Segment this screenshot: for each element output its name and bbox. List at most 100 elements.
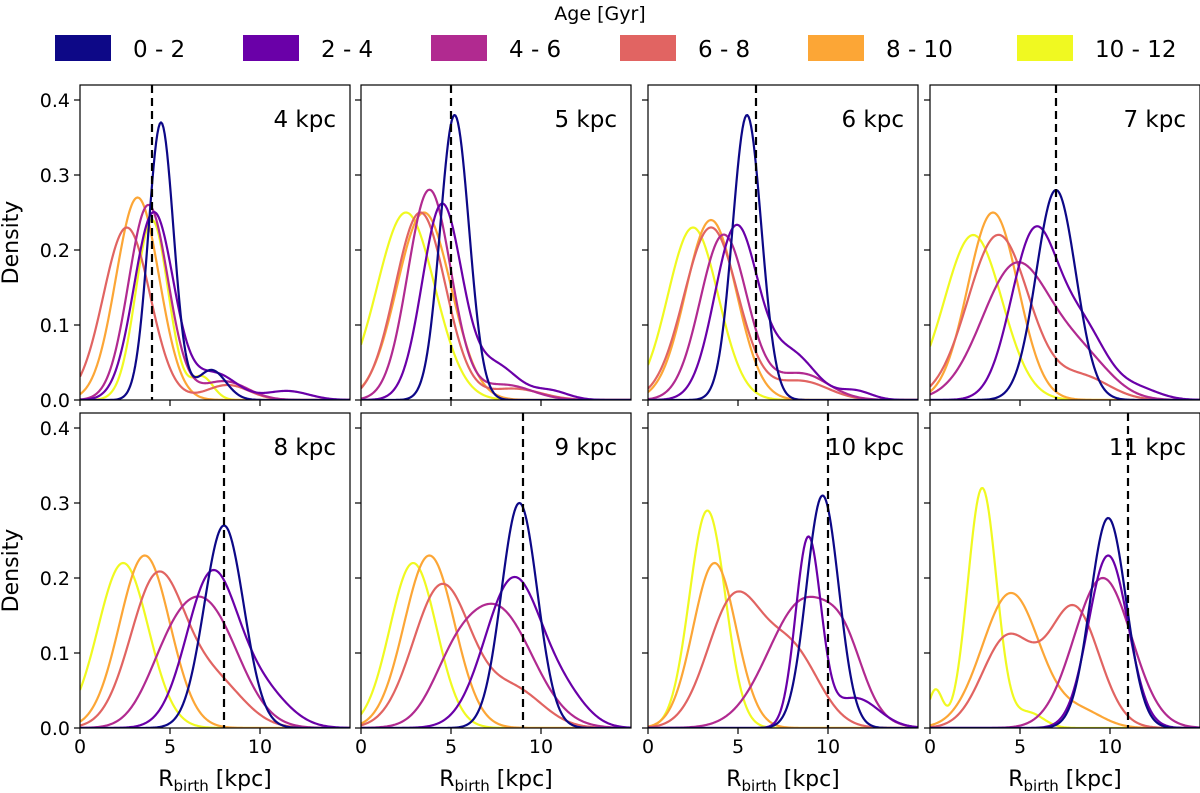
series-line-10-12 xyxy=(361,561,631,728)
series-line-2-4 xyxy=(648,535,918,728)
series-line-2-4 xyxy=(361,202,631,400)
legend-swatch xyxy=(55,35,111,61)
x-tick-label: 0 xyxy=(642,736,654,758)
legend-entry: 2 - 4 xyxy=(243,35,373,63)
legend-entry: 6 - 8 xyxy=(620,35,750,63)
x-tick-label: 0 xyxy=(355,736,367,758)
legend-swatch xyxy=(431,35,487,61)
series-line-0-2 xyxy=(930,188,1200,400)
series-line-4-6 xyxy=(930,261,1200,400)
y-tick-label: 0.1 xyxy=(40,643,70,665)
series-line-4-6 xyxy=(930,576,1200,728)
legend-swatch xyxy=(620,35,676,61)
panel-label: 9 kpc xyxy=(554,435,617,461)
series-line-10-12 xyxy=(361,211,631,400)
panel-6-kpc: 6 kpc xyxy=(642,84,919,406)
legend-label: 6 - 8 xyxy=(698,37,750,63)
panel-frame xyxy=(647,84,919,401)
legend-swatch xyxy=(243,35,299,61)
curves xyxy=(80,524,350,728)
series-line-2-4 xyxy=(361,575,631,728)
series-line-0-2 xyxy=(80,121,350,400)
panel-label: 8 kpc xyxy=(273,435,336,461)
panel-5-kpc: 5 kpc xyxy=(355,84,632,406)
panel-4-kpc: 4 kpc 0.0 0.1 0.2 0.3 0.4 Density xyxy=(0,84,351,412)
series-line-6-8 xyxy=(361,582,631,728)
panel-frame xyxy=(79,412,351,729)
y-tick-label: 0.4 xyxy=(40,90,70,112)
x-tick-label: 10 xyxy=(529,736,553,758)
x-tick-label: 5 xyxy=(445,736,457,758)
series-line-2-4 xyxy=(930,225,1200,400)
series-line-4-6 xyxy=(361,188,631,400)
x-axis-label: Rbirth [kpc] xyxy=(158,767,272,793)
x-tick-label: 5 xyxy=(164,736,176,758)
series-line-8-10 xyxy=(361,554,631,728)
legend-label: 0 - 2 xyxy=(133,37,185,63)
legend-title: Age [Gyr] xyxy=(554,3,645,25)
panel-label: 4 kpc xyxy=(273,107,336,133)
legend-entry: 10 - 12 xyxy=(1017,35,1176,63)
series-line-6-8 xyxy=(80,570,350,728)
legend-entry: 8 - 10 xyxy=(808,35,953,63)
y-tick-label: 0.2 xyxy=(40,240,70,262)
series-line-4-6 xyxy=(648,233,918,400)
series-line-8-10 xyxy=(648,561,918,728)
panel-frame xyxy=(360,412,632,729)
panel-frame xyxy=(647,412,919,729)
curves xyxy=(361,501,631,728)
panel-label: 5 kpc xyxy=(554,107,617,133)
x-tick-label: 0 xyxy=(74,736,86,758)
x-tick-label: 10 xyxy=(248,736,272,758)
series-line-0-2 xyxy=(648,494,918,728)
series-line-6-8 xyxy=(930,233,1200,400)
y-tick-label: 0.3 xyxy=(40,165,70,187)
series-line-8-10 xyxy=(930,211,1200,400)
panel-10-kpc: 10 kpc 0 5 10 Rbirth [kpc] xyxy=(642,412,919,793)
curves xyxy=(930,188,1200,400)
x-tick-label: 0 xyxy=(924,736,936,758)
series-line-8-10 xyxy=(80,554,350,728)
series-line-6-8 xyxy=(930,603,1200,728)
panel-11-kpc: 11 kpc 0 5 10 Rbirth [kpc] xyxy=(924,412,1200,793)
series-line-10-12 xyxy=(80,561,350,728)
curves xyxy=(648,494,918,728)
series-line-10-12 xyxy=(930,233,1200,400)
series-line-0-2 xyxy=(648,114,918,400)
x-tick-label: 5 xyxy=(732,736,744,758)
x-axis-label: Rbirth [kpc] xyxy=(1008,767,1122,793)
panel-frame xyxy=(929,412,1200,729)
x-tick-label: 10 xyxy=(1098,736,1122,758)
legend-entry: 0 - 2 xyxy=(55,35,185,63)
legend-entry: 4 - 6 xyxy=(431,35,561,63)
series-line-0-2 xyxy=(361,501,631,728)
x-tick-label: 10 xyxy=(816,736,840,758)
curves xyxy=(80,121,350,400)
panel-label: 10 kpc xyxy=(827,435,904,461)
y-tick-label: 0.4 xyxy=(40,418,70,440)
series-line-10-12 xyxy=(930,487,1200,728)
y-axis-label: Density xyxy=(0,201,24,285)
x-axis-label: Rbirth [kpc] xyxy=(439,767,553,793)
series-line-10-12 xyxy=(648,226,918,400)
series-line-0-2 xyxy=(361,113,631,400)
x-tick-label: 5 xyxy=(1014,736,1026,758)
series-line-2-4 xyxy=(80,568,350,728)
curves xyxy=(930,487,1200,728)
y-tick-label: 0.3 xyxy=(40,493,70,515)
curves xyxy=(648,114,918,400)
y-tick-label: 0.1 xyxy=(40,315,70,337)
series-line-0-2 xyxy=(80,524,350,728)
panel-7-kpc: 7 kpc xyxy=(924,84,1200,406)
series-line-10-12 xyxy=(80,218,350,400)
series-line-2-4 xyxy=(930,554,1200,728)
legend-label: 10 - 12 xyxy=(1095,37,1176,63)
panel-9-kpc: 9 kpc 0 5 10 Rbirth [kpc] xyxy=(355,412,632,793)
series-line-0-2 xyxy=(930,516,1200,728)
panel-label: 11 kpc xyxy=(1109,435,1186,461)
series-line-6-8 xyxy=(648,590,918,728)
y-tick-label: 0.0 xyxy=(40,390,70,412)
legend-label: 8 - 10 xyxy=(886,37,953,63)
y-tick-label: 0.2 xyxy=(40,568,70,590)
